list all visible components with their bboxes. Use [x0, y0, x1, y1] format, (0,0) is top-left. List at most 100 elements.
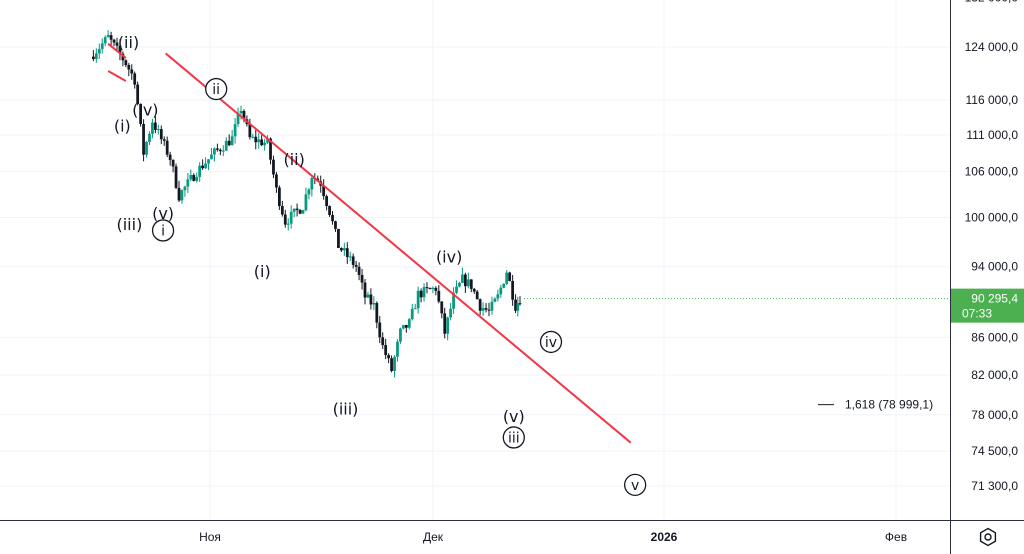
candle-body — [97, 48, 101, 54]
candle-body — [378, 322, 382, 338]
candle-body — [171, 159, 175, 167]
candle-body — [109, 35, 113, 40]
candle-body — [248, 124, 252, 138]
candle-body — [213, 148, 216, 155]
candle-body — [428, 288, 432, 290]
candle-body — [242, 110, 246, 120]
wave-label-circle — [502, 426, 525, 449]
candle-body — [505, 272, 509, 284]
candle-body — [422, 287, 426, 298]
axis-settings-button[interactable] — [975, 525, 1001, 549]
candle-body — [372, 303, 376, 305]
candle-body — [449, 308, 453, 318]
candle-body — [224, 140, 228, 151]
candle-body — [277, 187, 281, 207]
candle-body — [236, 113, 240, 125]
wave-label: iii — [508, 430, 520, 446]
candle-body — [142, 123, 145, 155]
candle-body — [381, 337, 385, 346]
candle-body — [180, 190, 184, 201]
candle-body — [186, 179, 190, 187]
candle-body — [148, 133, 151, 143]
candle-body — [162, 139, 166, 141]
candle-body — [269, 138, 272, 160]
channel-line — [107, 43, 127, 59]
gear-icon — [979, 527, 997, 547]
candle-body — [413, 308, 417, 310]
candle-body — [461, 274, 464, 283]
candle-body — [458, 282, 461, 287]
candle-body — [127, 65, 131, 70]
wave-label-circle — [205, 77, 228, 101]
candle-body — [437, 290, 441, 302]
candle-body — [387, 355, 391, 359]
candle-body — [168, 154, 172, 160]
wave-label: (iii) — [116, 215, 142, 234]
trendline — [165, 52, 632, 444]
candle-body — [328, 206, 331, 215]
price-axis-tick: 132 000,0 — [965, 0, 1019, 4]
candle-body — [239, 110, 243, 114]
candle-body — [130, 69, 134, 74]
candle-body — [195, 176, 199, 181]
candle-body — [466, 279, 470, 287]
wave-label: (iii) — [333, 400, 359, 419]
candle-body — [100, 43, 104, 49]
candle-body — [390, 358, 393, 371]
price-axis-tick: 94 000,0 — [971, 260, 1018, 274]
candle-body — [310, 178, 314, 190]
candle-body — [260, 139, 264, 146]
price-axis-tick: 124 000,0 — [965, 40, 1019, 54]
candle-body — [204, 163, 207, 169]
candle-body — [183, 186, 187, 191]
candle-body — [331, 214, 334, 222]
last-price-value: 90 295,4 — [971, 292, 1018, 306]
candle-body — [145, 142, 148, 155]
candle-body — [407, 319, 411, 328]
candle-body — [393, 356, 396, 371]
candle-body — [463, 274, 467, 287]
candle-body — [91, 56, 95, 60]
candle-body — [292, 208, 296, 212]
candle-body — [496, 294, 500, 299]
channel-line — [107, 70, 127, 82]
drawing-overlays: 1,618 (78 999,1) — [107, 43, 933, 444]
candle-body — [139, 103, 143, 124]
candle-body — [283, 214, 287, 225]
chart-grid — [0, 0, 950, 520]
candle-body — [475, 291, 479, 300]
price-axis-tick: 74 500,0 — [971, 444, 1018, 458]
candle-body — [174, 166, 178, 188]
candle-body — [446, 317, 450, 334]
candle-body — [189, 175, 193, 180]
wave-labels: (ii)(iv)(i)ii(ii)(v)i(iii)(i)(iv)iv(iii)… — [114, 33, 647, 497]
candle-body — [263, 142, 267, 146]
candle-body — [106, 35, 110, 38]
candle-body — [280, 206, 284, 215]
candle-body — [511, 280, 515, 300]
candle-body — [112, 39, 116, 43]
candle-body — [215, 148, 219, 150]
candle-series — [91, 30, 522, 378]
time-axis-tick: Фев — [885, 530, 907, 544]
candle-body — [151, 122, 154, 134]
wave-label: (i) — [114, 117, 131, 136]
candle-body — [304, 194, 308, 211]
candle-body — [227, 140, 231, 146]
candle-body — [516, 303, 520, 311]
candle-body — [177, 187, 181, 201]
candle-body — [233, 124, 237, 137]
candle-body — [298, 209, 302, 214]
candle-body — [210, 154, 213, 160]
candle-body — [136, 84, 140, 104]
candle-body — [369, 294, 373, 305]
wave-label: v — [631, 478, 639, 494]
candle-body — [508, 272, 512, 281]
candle-body — [286, 223, 290, 225]
candle-body — [254, 136, 258, 143]
candle-body — [94, 53, 98, 60]
price-axis-tick: 82 000,0 — [971, 368, 1018, 382]
candle-body — [396, 341, 399, 357]
